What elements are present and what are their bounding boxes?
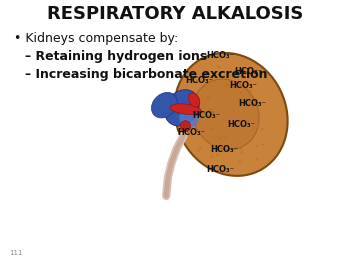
Ellipse shape bbox=[238, 161, 241, 163]
Text: HCO₃⁻: HCO₃⁻ bbox=[206, 165, 235, 174]
Ellipse shape bbox=[174, 53, 288, 176]
Text: HCO₃⁻: HCO₃⁻ bbox=[229, 81, 257, 90]
Text: HCO₃⁻: HCO₃⁻ bbox=[238, 99, 266, 108]
Ellipse shape bbox=[206, 96, 209, 99]
Ellipse shape bbox=[216, 153, 219, 156]
Text: • Kidneys compensate by:: • Kidneys compensate by: bbox=[14, 32, 178, 45]
Ellipse shape bbox=[240, 151, 243, 154]
Text: HCO₃⁻: HCO₃⁻ bbox=[193, 111, 220, 120]
Text: 111: 111 bbox=[9, 250, 22, 256]
Ellipse shape bbox=[186, 132, 189, 134]
Ellipse shape bbox=[193, 79, 259, 150]
Text: RESPIRATORY ALKALOSIS: RESPIRATORY ALKALOSIS bbox=[47, 6, 303, 23]
Ellipse shape bbox=[252, 103, 254, 105]
Ellipse shape bbox=[239, 69, 242, 71]
Ellipse shape bbox=[247, 119, 250, 122]
Ellipse shape bbox=[212, 111, 215, 114]
Ellipse shape bbox=[199, 146, 202, 149]
Ellipse shape bbox=[164, 90, 199, 126]
Ellipse shape bbox=[256, 158, 258, 160]
Text: HCO₃⁻: HCO₃⁻ bbox=[186, 76, 214, 85]
Text: – Increasing bicarbonate excretion: – Increasing bicarbonate excretion bbox=[25, 68, 267, 82]
Ellipse shape bbox=[225, 83, 228, 86]
Ellipse shape bbox=[239, 91, 242, 94]
Ellipse shape bbox=[197, 149, 199, 152]
Ellipse shape bbox=[218, 66, 220, 68]
Ellipse shape bbox=[234, 146, 237, 149]
Text: HCO₃⁻: HCO₃⁻ bbox=[210, 145, 238, 154]
Ellipse shape bbox=[219, 137, 222, 140]
Ellipse shape bbox=[189, 93, 200, 107]
Ellipse shape bbox=[249, 89, 252, 92]
Ellipse shape bbox=[201, 112, 204, 114]
Ellipse shape bbox=[179, 109, 198, 128]
Ellipse shape bbox=[261, 128, 264, 131]
Ellipse shape bbox=[195, 81, 198, 84]
Ellipse shape bbox=[261, 143, 264, 146]
Text: HCO₃⁻: HCO₃⁻ bbox=[206, 51, 235, 60]
Ellipse shape bbox=[223, 135, 226, 138]
Text: – Retaining hydrogen ions: – Retaining hydrogen ions bbox=[25, 50, 207, 63]
Ellipse shape bbox=[210, 127, 212, 130]
Text: HCO₃⁻: HCO₃⁻ bbox=[228, 120, 256, 129]
Text: HCO₃⁻: HCO₃⁻ bbox=[177, 128, 205, 137]
Text: HCO₃⁻: HCO₃⁻ bbox=[234, 67, 262, 75]
Ellipse shape bbox=[211, 110, 214, 113]
Ellipse shape bbox=[209, 109, 211, 111]
Ellipse shape bbox=[194, 114, 196, 116]
Ellipse shape bbox=[170, 104, 201, 114]
Ellipse shape bbox=[211, 155, 214, 158]
Ellipse shape bbox=[180, 121, 191, 132]
Ellipse shape bbox=[152, 93, 177, 118]
Ellipse shape bbox=[256, 145, 258, 147]
Ellipse shape bbox=[240, 148, 243, 150]
